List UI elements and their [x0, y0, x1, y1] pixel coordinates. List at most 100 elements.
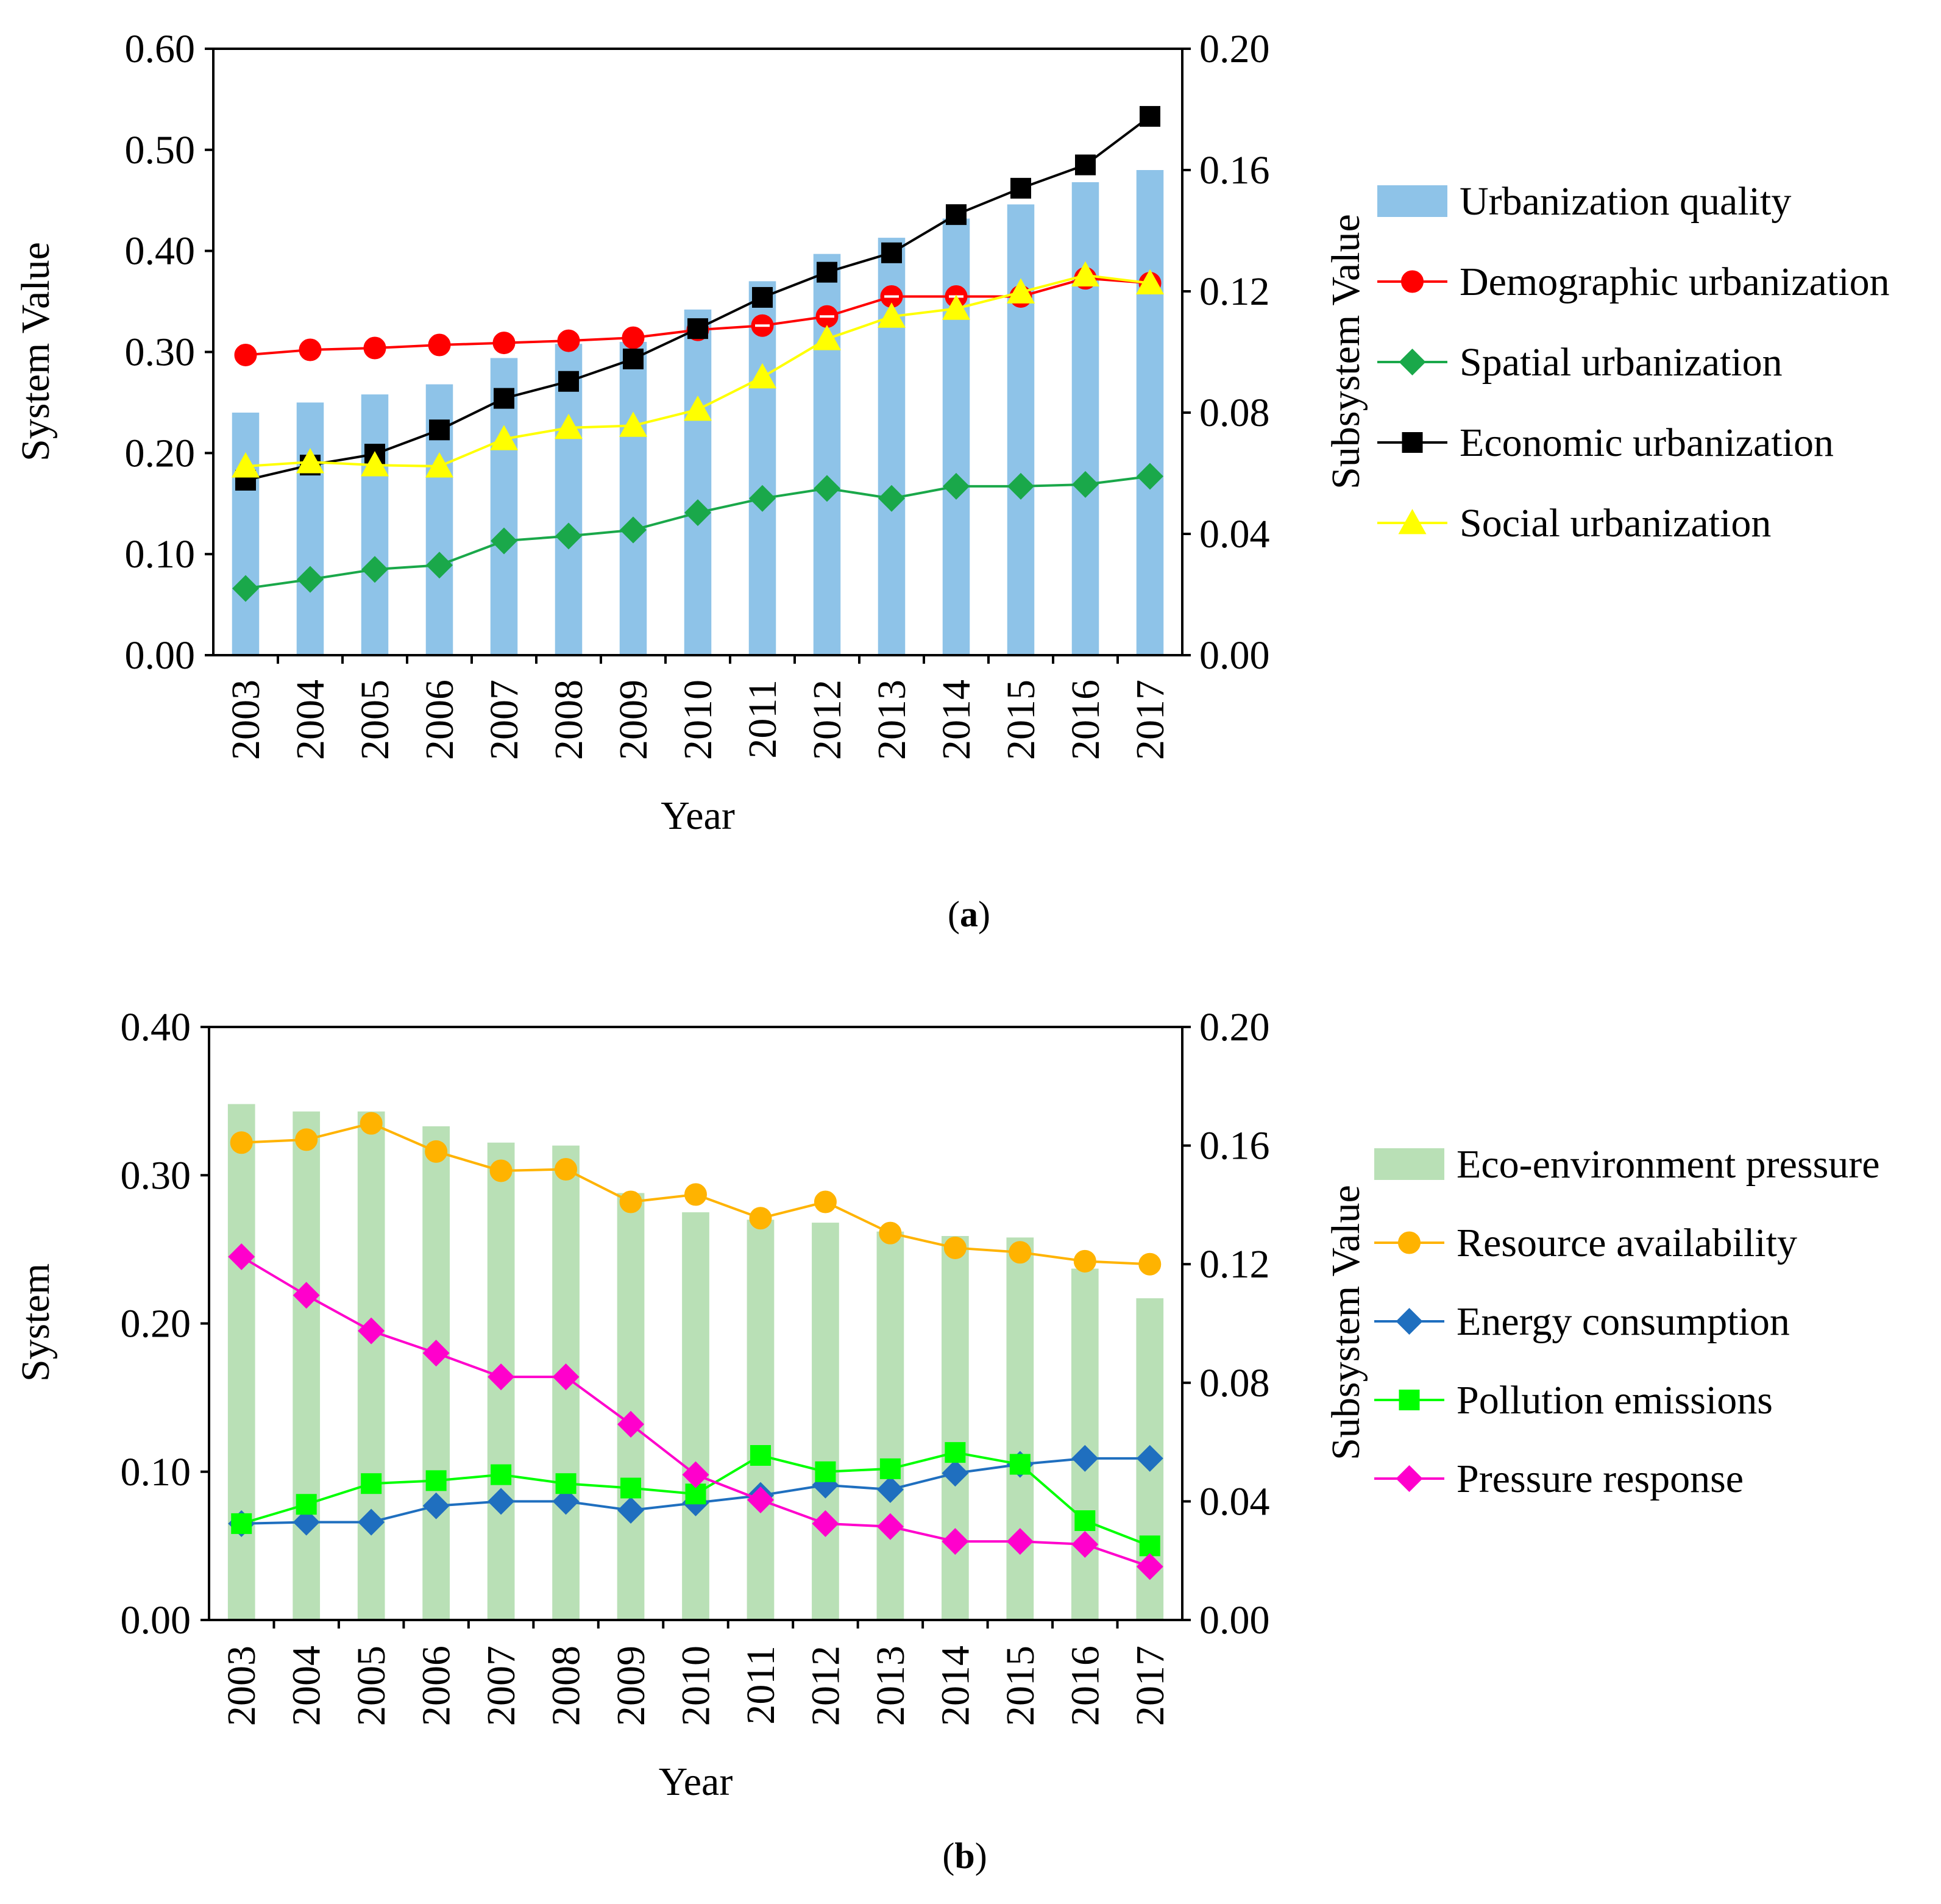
- x-tick-label: 2010: [674, 1646, 719, 1726]
- point-2-2015: [1009, 1454, 1031, 1475]
- legend-label: Pressure response: [1457, 1457, 1744, 1501]
- point-0-2013: [879, 1221, 902, 1245]
- bar-2009: [617, 1193, 645, 1620]
- point-3-2006: [422, 1340, 450, 1367]
- y2-tick-label: 0.08: [1199, 391, 1270, 435]
- legend-swatch-bar: [1377, 185, 1447, 217]
- legend-label: Economic urbanization: [1460, 421, 1834, 465]
- y2-tick-label: 0.20: [1199, 27, 1270, 71]
- point-2-2004: [296, 1494, 317, 1515]
- point-3-2008: [555, 413, 583, 439]
- x-tick-label: 2011: [739, 1646, 783, 1725]
- point-3-2011: [747, 1486, 774, 1513]
- point-1-2004: [297, 566, 324, 593]
- point-0-2008: [555, 1158, 578, 1181]
- x-tick-label: 2004: [288, 680, 333, 760]
- point-1-2013: [878, 485, 905, 512]
- x-tick-label: 2008: [547, 680, 591, 760]
- point-2-2008: [555, 1473, 577, 1494]
- point-1-2006: [426, 552, 453, 579]
- y2-tick-label: 0.04: [1199, 512, 1270, 556]
- point-1-2007: [488, 1488, 515, 1515]
- point-2-2013: [879, 1458, 901, 1479]
- point-1-2004: [293, 1508, 320, 1536]
- point-1-2012: [814, 475, 840, 502]
- point-2-2014: [946, 204, 967, 226]
- point-0-2012: [814, 1190, 837, 1213]
- legend-label: Eco-environment pressure: [1457, 1142, 1880, 1187]
- point-2-2011: [752, 286, 773, 308]
- point-3-2007: [490, 425, 518, 450]
- bar-2006: [422, 1126, 450, 1620]
- point-2-2011: [750, 1444, 771, 1466]
- bar-2013: [876, 1231, 904, 1620]
- point-1-2008: [552, 1488, 580, 1515]
- x-tick-label: 2003: [224, 680, 268, 760]
- panel-label: (a): [948, 894, 990, 934]
- y2-tick-label: 0.12: [1199, 1242, 1270, 1287]
- point-2-2014: [945, 1442, 966, 1463]
- bar-2004: [296, 402, 324, 655]
- point-3-2012: [813, 325, 841, 350]
- chart-panel-b: 0.00 0.10 0.20 0.30 0.40 0.00 0.04 0.08 0.12 0.16…: [13, 1005, 1880, 1876]
- point-0-2004: [299, 338, 322, 361]
- bar-2003: [227, 1104, 255, 1620]
- bar-2004: [293, 1111, 321, 1620]
- legend-marker: [1398, 1231, 1421, 1254]
- point-2-2015: [1010, 177, 1031, 199]
- x-tick-label: 2017: [1128, 1646, 1173, 1726]
- chart-panel-a: 0.00 0.10 0.20 0.30 0.40 0.50 0.60 0.00 0.04 0.08…: [13, 27, 1890, 934]
- point-2-2009: [620, 1477, 642, 1499]
- point-0-2015: [1009, 1241, 1032, 1264]
- point-3-2016: [1071, 1530, 1099, 1558]
- x-tick-label: 2007: [479, 1646, 523, 1726]
- point-3-2009: [617, 1410, 645, 1438]
- point-3-2016: [1071, 261, 1099, 287]
- legend-marker: [1398, 509, 1427, 535]
- point-1-2010: [684, 499, 711, 527]
- x-tick-label: 2009: [609, 1646, 653, 1726]
- bar-2010: [682, 1212, 709, 1620]
- point-2-2013: [881, 242, 902, 263]
- y-axis-title: System: [13, 1263, 58, 1382]
- point-1-2016: [1071, 1444, 1099, 1472]
- point-0-2003: [230, 1131, 253, 1154]
- y-tick-label: 0.40: [121, 1005, 191, 1050]
- point-3-2005: [358, 1317, 385, 1345]
- point-1-2005: [361, 556, 388, 583]
- bar-2011: [747, 1220, 775, 1620]
- point-2-2008: [558, 371, 579, 392]
- point-0-2005: [360, 1112, 383, 1135]
- bar-2008: [555, 344, 583, 655]
- point-3-2007: [488, 1363, 515, 1391]
- x-tick-label: 2005: [349, 1646, 394, 1726]
- point-3-2014: [942, 294, 970, 320]
- legend-b: Eco-environment pressure Resource availab…: [1374, 1142, 1880, 1501]
- x-tick-label: 2011: [740, 680, 785, 759]
- point-3-2003: [232, 452, 260, 478]
- point-2-2007: [491, 1464, 512, 1485]
- point-3-2011: [748, 363, 776, 389]
- x-tick-label: 2016: [1063, 1646, 1107, 1726]
- bar-2016: [1071, 1268, 1099, 1620]
- y2-tick-label: 0.00: [1199, 633, 1270, 678]
- x-tick-label: 2017: [1128, 680, 1173, 760]
- point-3-2015: [1006, 1528, 1034, 1555]
- point-2-2009: [623, 348, 644, 369]
- point-0-2006: [428, 333, 451, 357]
- point-3-2012: [812, 1510, 839, 1537]
- point-3-2005: [361, 451, 389, 477]
- x-tick-label: 2012: [803, 1646, 848, 1726]
- point-3-2015: [1007, 278, 1035, 304]
- y2-axis-title: Subsystem Value: [1324, 1185, 1368, 1460]
- x-tick-label: 2009: [611, 680, 656, 760]
- y-tick-label: 0.60: [125, 27, 196, 71]
- y-tick-label: 0.10: [121, 1450, 191, 1494]
- point-3-2009: [619, 411, 647, 437]
- point-1-2011: [749, 485, 776, 512]
- y-tick-label: 0.40: [125, 229, 196, 274]
- point-1-2009: [620, 516, 647, 544]
- legend-marker: [1396, 1465, 1423, 1492]
- y2-tick-label: 0.04: [1199, 1479, 1270, 1524]
